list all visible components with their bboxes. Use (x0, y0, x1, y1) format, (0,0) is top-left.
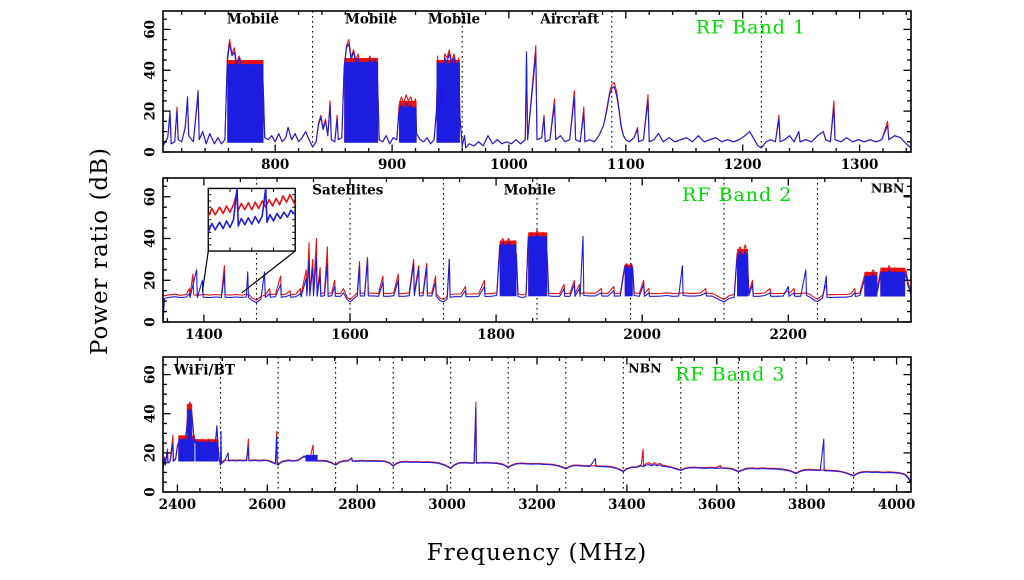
x-tick-label: 1200 (724, 157, 762, 173)
x-tick-label: 3800 (788, 497, 826, 513)
y-axis-label: Power ratio (dB) (87, 146, 113, 356)
blue-emission-block (499, 244, 517, 297)
inset-red-ripple-line (207, 192, 296, 217)
x-tick-label: 1300 (841, 157, 879, 173)
blue-emission-block (305, 454, 318, 462)
x-tick-label: 900 (378, 157, 406, 173)
y-tick-label: 0 (143, 317, 159, 326)
x-tick-label: 2600 (248, 497, 286, 513)
y-tick-label: 20 (142, 271, 158, 290)
y-tick-label: 40 (143, 404, 159, 423)
blue-spectrum-line (162, 407, 912, 484)
annotation-wifi/bt: WiFi/BT (173, 363, 235, 379)
x-tick-label: 4000 (878, 497, 916, 513)
blue-spectrum-line (162, 43, 912, 149)
x-tick-label: 3200 (518, 497, 556, 513)
annotation-mobile: Mobile (227, 11, 279, 27)
x-tick-label: 800 (261, 157, 289, 173)
x-tick-label: 2200 (769, 327, 807, 343)
annotation-mobile: Mobile (428, 11, 480, 27)
blue-emission-block (399, 107, 417, 143)
panel-3: 2400 2600 2800 3000 3200 3400 3600 3800 4000 0 20 4… (142, 356, 916, 513)
red-spectrum-line (162, 229, 912, 301)
x-tick-label: 1400 (185, 327, 223, 343)
x-tick-label: 1100 (607, 157, 645, 173)
inset-callout-line (241, 250, 296, 294)
annotation-satellites: Satellites (312, 183, 384, 199)
panel-2: 1400 1600 1800 2000 2200 0 20 40 60 Satellites Mob… (142, 177, 912, 343)
panel-frame (162, 10, 912, 153)
x-tick-label: 1600 (331, 327, 369, 343)
blue-emission-block (528, 236, 548, 297)
blue-emission-block (187, 409, 192, 462)
y-tick-label: 0 (143, 487, 159, 496)
x-tick-label: 3000 (428, 497, 466, 513)
x-tick-label: 1800 (477, 327, 515, 343)
blue-spectrum-line (162, 233, 912, 323)
inset-callout-line (201, 250, 209, 292)
band-label-3: RF Band 3 (675, 363, 785, 385)
y-tick-label: 60 (143, 365, 159, 384)
x-tick-label: 2400 (159, 497, 197, 513)
blue-emission-block (195, 442, 219, 462)
x-tick-label: 1000 (490, 157, 528, 173)
annotation-nbn: NBN (628, 361, 661, 376)
panel-1: 800 900 1000 1100 1200 1300 0 20 40 60 Mobile Mobil… (142, 10, 912, 173)
inset-zoom-box (207, 187, 296, 252)
x-tick-label: 2800 (338, 497, 376, 513)
blue-emission-block (227, 64, 264, 143)
y-tick-label: 40 (142, 61, 158, 80)
blue-emission-block (864, 276, 878, 297)
y-tick-label: 60 (142, 187, 158, 206)
x-tick-label: 3400 (608, 497, 646, 513)
y-tick-label: 20 (143, 102, 159, 121)
y-tick-label: 40 (143, 229, 159, 248)
annotation-nbn: NBN (871, 181, 904, 196)
annotation-mobile: Mobile (504, 183, 556, 199)
annotation-mobile: Mobile (345, 11, 397, 27)
band-label-1: RF Band 1 (696, 16, 806, 38)
blue-emission-block (344, 62, 379, 143)
x-tick-label: 3600 (698, 497, 736, 513)
panel-frame (162, 177, 912, 323)
x-tick-label: 2000 (623, 327, 661, 343)
inset-blue-ripple-line (207, 187, 296, 233)
red-spectrum-line (162, 401, 912, 482)
y-tick-label: 60 (142, 20, 158, 39)
blue-emission-block (178, 439, 195, 462)
x-axis-label: Frequency (MHz) (426, 540, 648, 566)
blue-emission-block (737, 254, 749, 297)
band-label-2: RF Band 2 (682, 184, 792, 206)
y-tick-label: 0 (143, 147, 159, 156)
annotation-aircraft: Aircraft (539, 11, 600, 27)
blue-emission-block (624, 267, 633, 297)
y-tick-label: 20 (142, 444, 158, 463)
